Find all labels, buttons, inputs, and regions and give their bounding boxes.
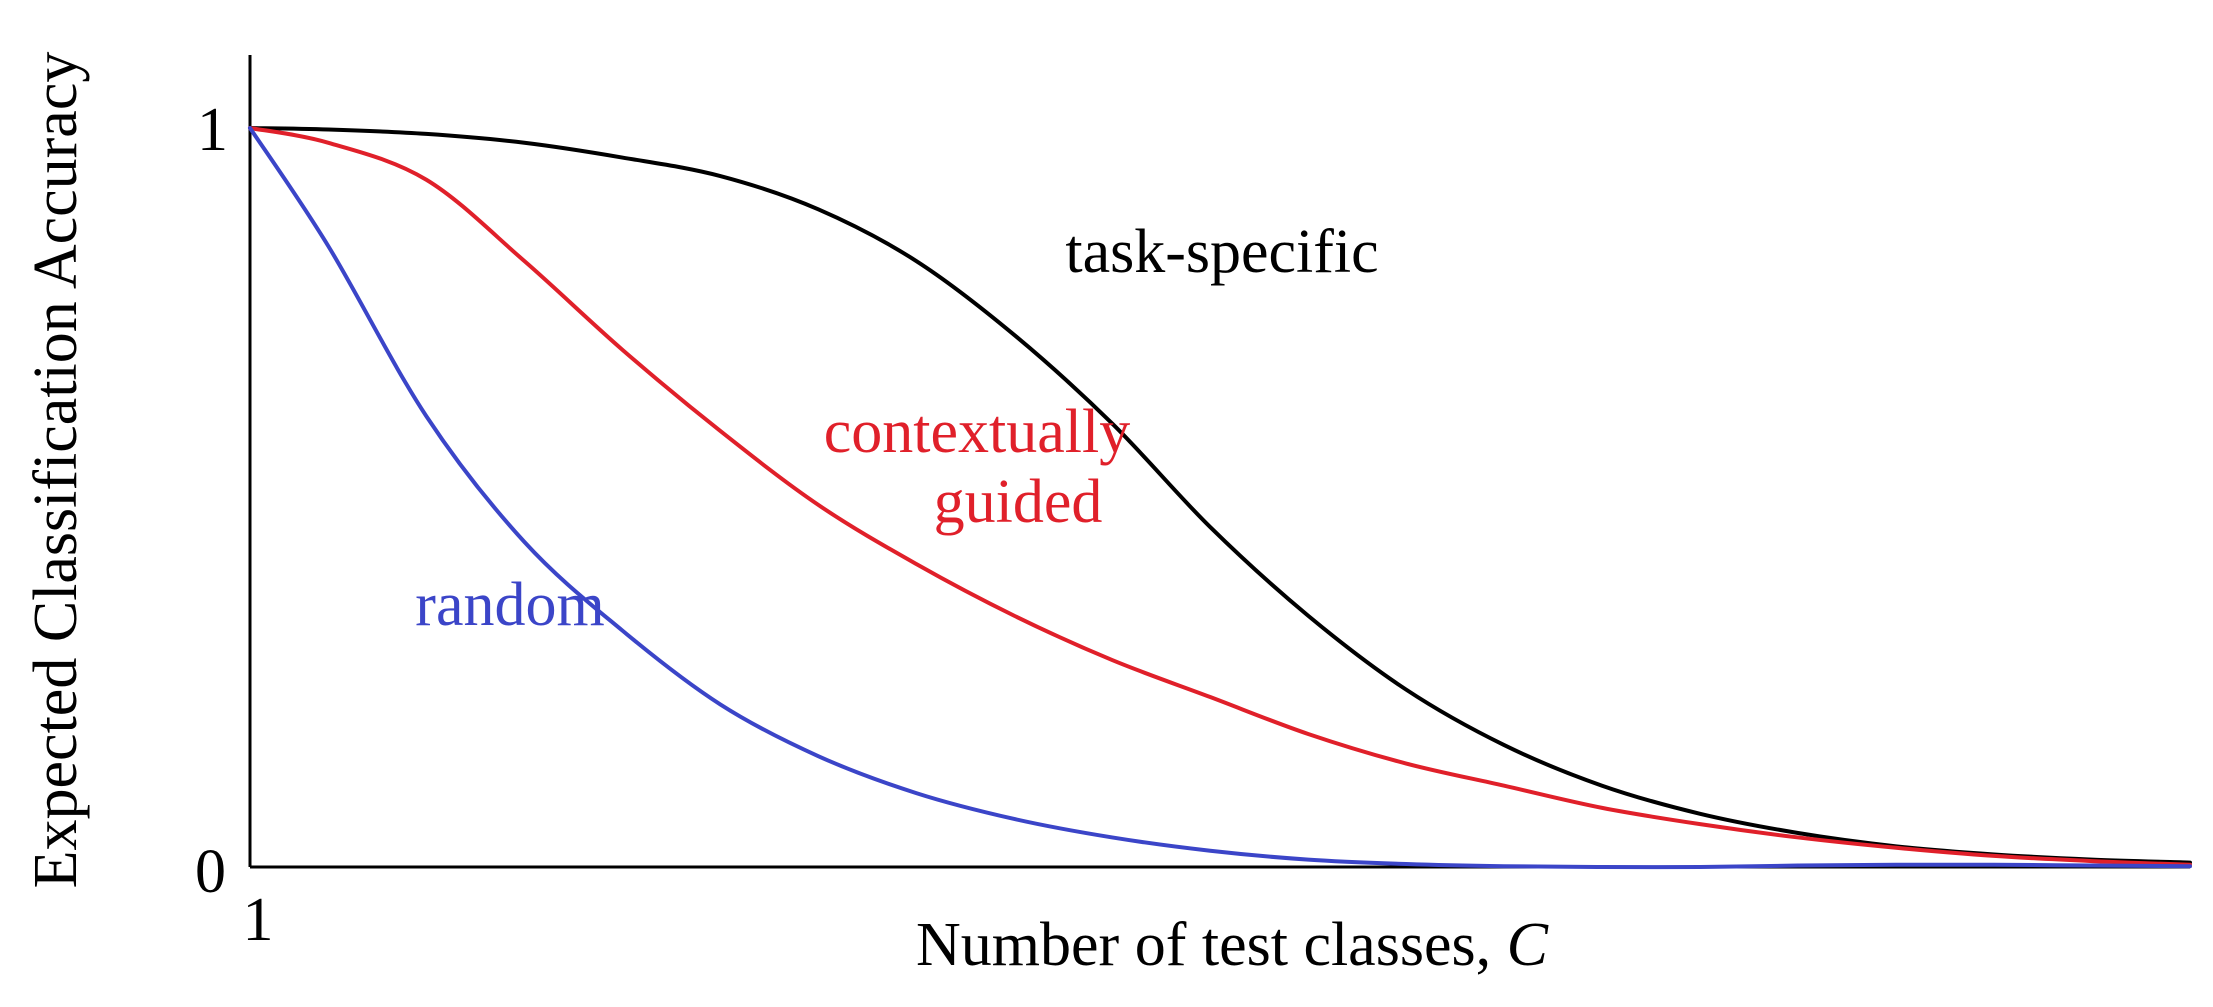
annotation-guided: guided — [934, 468, 1103, 536]
series-line-random — [248, 126, 2192, 870]
series-line-task-specific — [248, 126, 2192, 865]
y-tick-labels: 1 0 — [195, 96, 228, 906]
x-tick-label-1: 1 — [243, 886, 274, 954]
curve-annotations: task-specific contextually guided random — [415, 218, 1378, 639]
annotation-contextually: contextually — [824, 398, 1130, 466]
axis-titles: Number of test classes, C Expected Class… — [22, 52, 1549, 979]
annotation-random: random — [415, 571, 604, 639]
x-axis-title-variable: C — [1507, 911, 1549, 979]
series-line-contextually-guided — [248, 126, 2192, 867]
annotation-task-specific: task-specific — [1065, 218, 1378, 286]
x-axis-title: Number of test classes, C — [916, 911, 1549, 979]
axes — [248, 55, 2190, 869]
y-tick-label-0: 0 — [195, 838, 226, 906]
x-tick-labels: 1 — [243, 886, 274, 954]
x-axis-title-text: Number of test classes, — [916, 911, 1507, 979]
series-lines — [248, 126, 2192, 870]
y-axis-title: Expected Classification Accuracy — [22, 52, 90, 889]
y-tick-label-1: 1 — [197, 96, 228, 164]
